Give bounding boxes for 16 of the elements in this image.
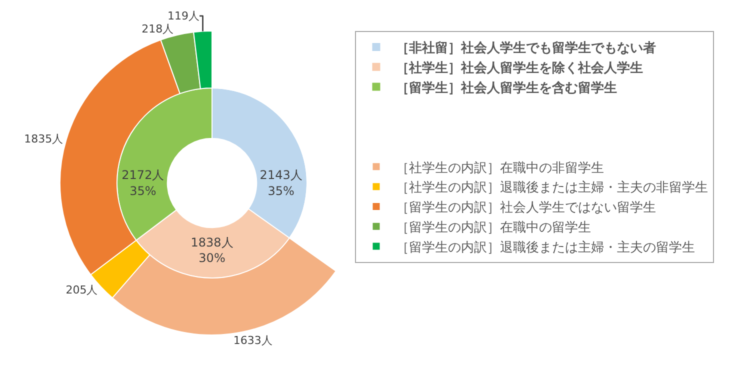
legend-label: ［留学生の内訳］退職後または主婦・主夫の留学生 (396, 239, 696, 256)
data-label: 2172人 35% (122, 168, 164, 198)
legend-label: ［留学生の内訳］在職中の留学生 (396, 220, 592, 236)
data-label: 119人 (168, 9, 200, 22)
legend-label: ［留学生］社会人留学生を含む留学生 (396, 80, 618, 96)
data-label: 218人 (142, 22, 174, 36)
data-label: 1835人 (24, 132, 64, 146)
legend-label: ［留学生の内訳］社会人学生ではない留学生 (396, 200, 656, 216)
data-label: 1633人 (233, 334, 272, 347)
legend-label: ［社学生の内訳］退職後または主婦・主夫の非留学生 (396, 180, 708, 196)
data-label: 205人 (66, 283, 98, 296)
legend-label: ［社学生］社会人留学生を除く社会人学生 (396, 60, 644, 76)
legend-label: ［社学生の内訳］在職中の非留学生 (396, 160, 604, 176)
legend-label: ［非社留］社会人学生でも留学生でもない者 (396, 40, 656, 56)
data-label: 1838人 30% (190, 235, 234, 265)
data-label: 2143人 35% (260, 168, 302, 198)
